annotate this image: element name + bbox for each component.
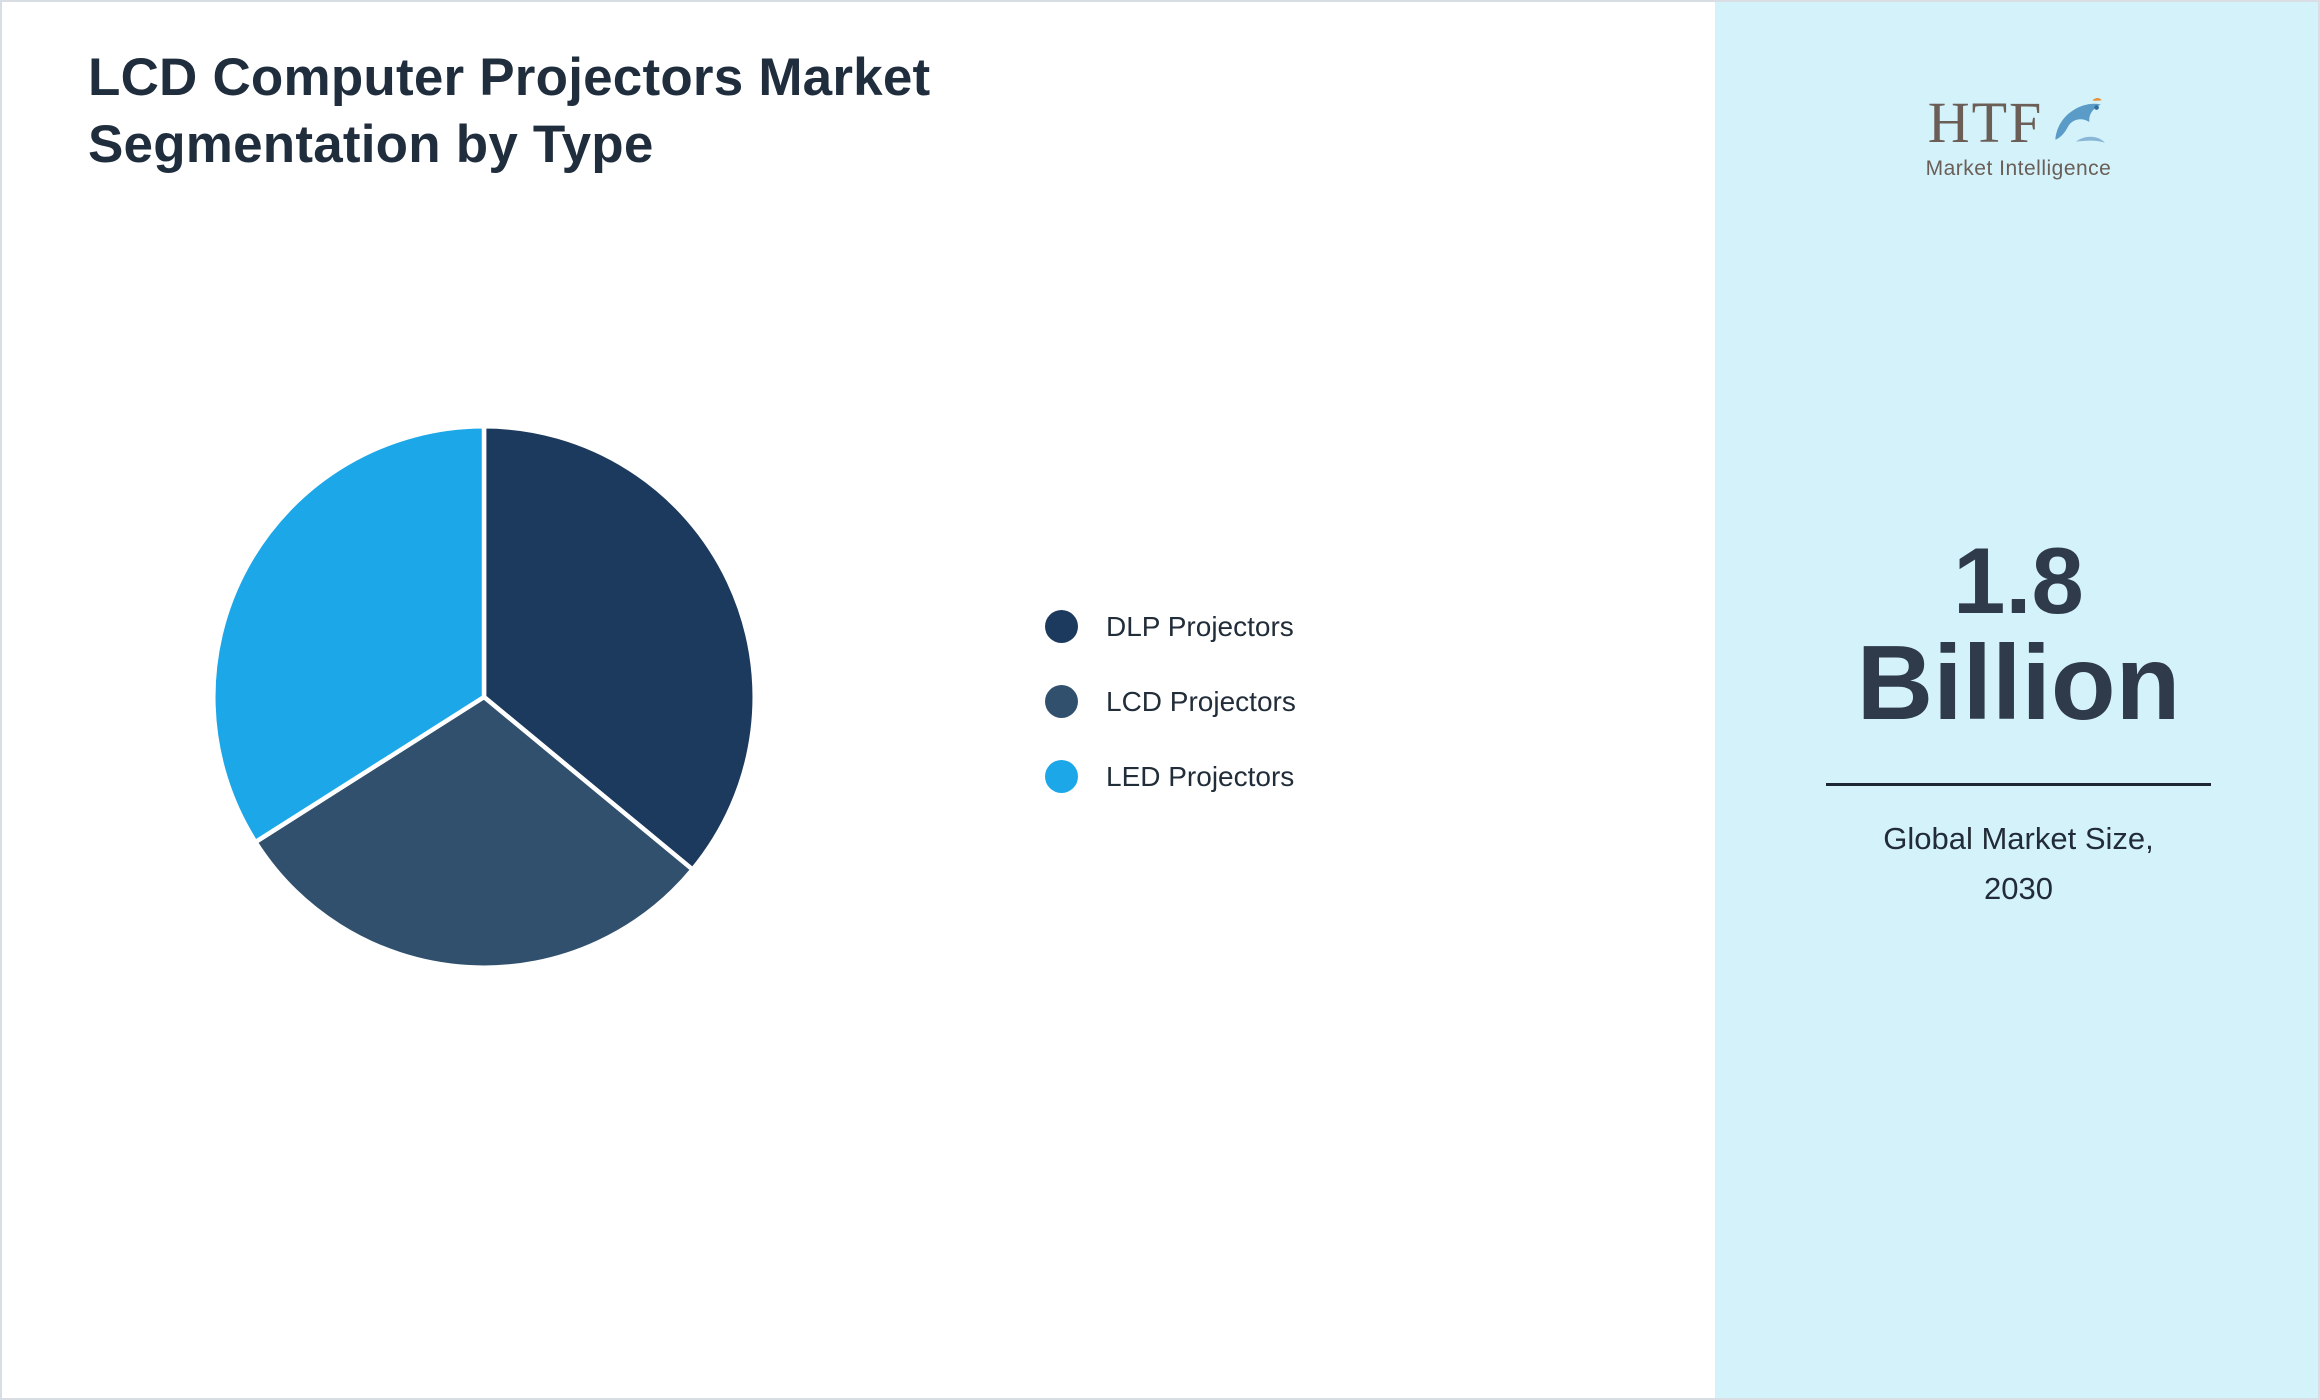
legend-item-lcd: LCD Projectors [1045,685,1296,718]
page-title-line1: LCD Computer Projectors Market [88,48,931,107]
legend-label-lcd: LCD Projectors [1106,685,1296,717]
brand-logo-row: HTF [1926,94,2112,153]
sidebar: HTF Market Intelligence 1.8 Billion Glob… [1715,2,2318,1398]
legend-swatch-dlp-icon [1045,610,1078,643]
stat-unit: Billion [1856,623,2181,742]
legend-label-led: LED Projectors [1106,760,1295,792]
brand-logo-subtext: Market Intelligence [1925,157,2112,180]
legend-swatch-led-icon [1045,760,1078,793]
stat-caption-line1: Global Market Size, [1883,820,2154,856]
stat-divider [1826,782,2211,786]
legend-swatch-lcd-icon [1045,685,1078,718]
stat-caption-line2: 2030 [1984,870,2053,906]
dolphin-logo-icon [2047,94,2109,153]
page-title-line2: Segmentation by Type [88,115,654,175]
legend-label-dlp: DLP Projectors [1106,610,1294,642]
stat-caption: Global Market Size, 2030 [1883,814,2154,913]
legend: DLP Projectors LCD Projectors LED Projec… [1045,610,1296,793]
chart-area: LCD Computer Projectors Market Segmentat… [2,2,1715,1398]
pie-chart-container [202,415,766,979]
brand-logo: HTF Market Intelligence [1926,94,2112,181]
legend-item-dlp: DLP Projectors [1045,610,1296,643]
pie-chart [211,424,757,970]
stat-value: 1.8 [1953,528,2084,633]
market-size-stat: 1.8 Billion [1857,533,2181,737]
pie-slice-led-projectors [211,424,487,845]
legend-item-led: LED Projectors [1045,760,1296,793]
pie-slice-dlp-projectors [481,424,757,872]
pie-slice-lcd-projectors [253,694,695,970]
page-title: LCD Computer Projectors Market Segmentat… [88,44,930,179]
brand-logo-text: HTF [1927,90,2044,155]
